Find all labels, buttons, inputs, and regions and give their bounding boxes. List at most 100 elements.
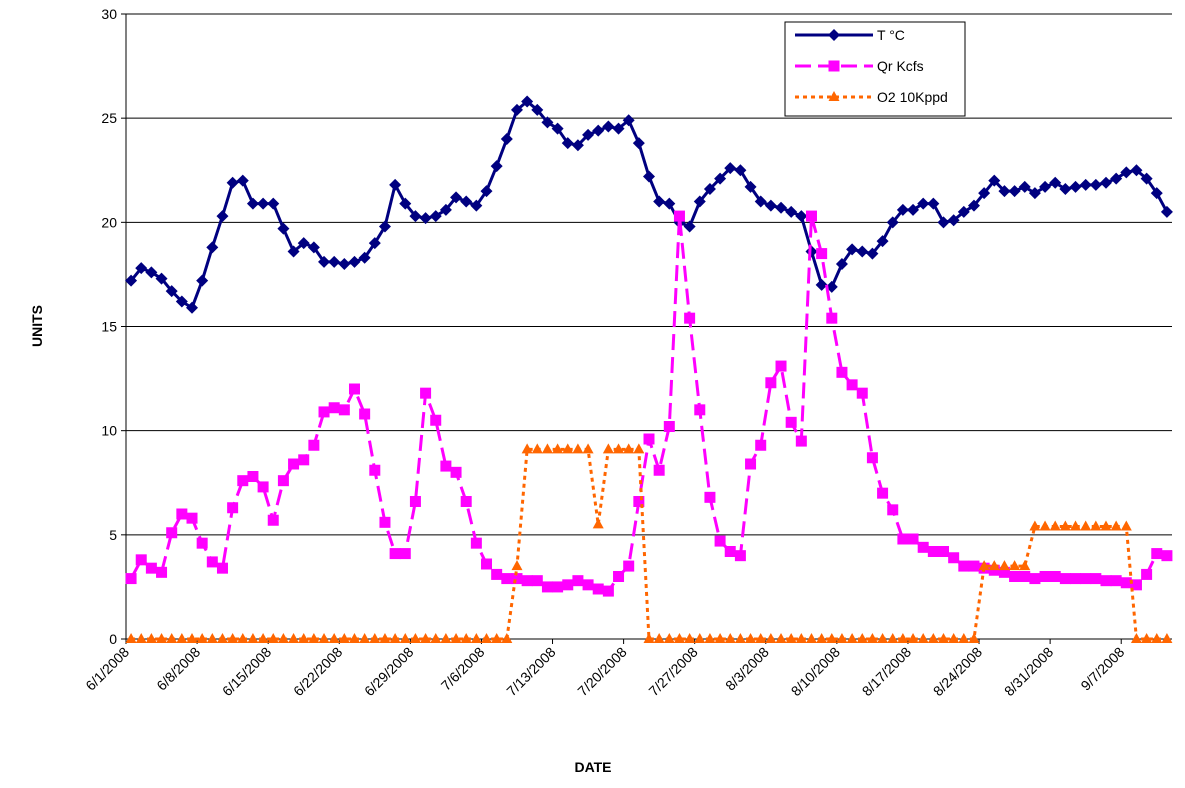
marker — [1100, 520, 1112, 531]
marker — [196, 537, 208, 549]
marker — [988, 564, 1000, 576]
marker — [846, 243, 859, 256]
marker — [978, 187, 991, 200]
marker — [1009, 571, 1021, 582]
marker — [561, 137, 574, 150]
marker — [978, 560, 990, 571]
marker — [683, 220, 696, 233]
marker — [1100, 575, 1112, 587]
marker — [1049, 520, 1061, 531]
marker — [877, 487, 889, 499]
marker — [714, 172, 727, 185]
marker — [257, 481, 269, 493]
marker — [1130, 579, 1142, 591]
marker — [765, 633, 777, 643]
marker — [785, 633, 797, 643]
x-tick-label: 6/22/2008 — [290, 644, 346, 700]
marker — [501, 573, 513, 585]
series — [125, 210, 1173, 597]
y-tick-label: 15 — [101, 319, 117, 335]
marker — [724, 162, 737, 175]
marker — [775, 633, 787, 643]
marker — [460, 496, 472, 507]
marker — [430, 414, 442, 426]
marker — [277, 475, 289, 487]
marker — [907, 203, 920, 216]
marker — [602, 443, 614, 454]
marker — [1029, 573, 1041, 585]
marker — [856, 387, 868, 399]
marker — [795, 210, 808, 223]
marker — [907, 533, 919, 545]
marker — [216, 562, 228, 574]
legend-marker — [828, 91, 840, 101]
legend-box — [784, 21, 966, 117]
marker — [338, 258, 351, 270]
marker — [297, 237, 310, 250]
marker — [307, 241, 320, 254]
marker — [460, 195, 473, 208]
marker — [1019, 560, 1031, 571]
marker — [531, 103, 544, 116]
marker — [734, 164, 747, 177]
marker — [613, 443, 625, 454]
marker — [602, 585, 614, 597]
marker — [643, 433, 655, 445]
marker — [1018, 180, 1031, 193]
x-tick-label: 8/24/2008 — [930, 644, 986, 700]
marker — [156, 633, 168, 643]
marker — [775, 360, 787, 372]
marker — [135, 262, 148, 275]
marker — [755, 633, 767, 643]
marker — [927, 546, 939, 557]
marker — [216, 633, 228, 643]
marker — [643, 170, 655, 183]
marker — [176, 633, 188, 643]
marker — [754, 195, 767, 208]
marker — [582, 443, 594, 454]
marker — [927, 197, 940, 210]
marker — [734, 633, 746, 643]
marker — [277, 633, 289, 643]
marker — [1049, 176, 1062, 189]
marker — [896, 203, 909, 216]
marker — [835, 258, 848, 270]
marker — [572, 575, 584, 587]
marker — [957, 205, 970, 218]
marker — [846, 633, 858, 643]
marker — [368, 237, 381, 250]
marker — [998, 185, 1011, 198]
marker — [480, 185, 493, 198]
marker — [673, 210, 685, 222]
marker — [765, 377, 777, 389]
marker — [917, 541, 929, 553]
marker — [938, 633, 950, 643]
marker — [1150, 187, 1163, 200]
series — [125, 443, 1173, 643]
marker — [897, 633, 909, 643]
marker — [826, 312, 838, 324]
marker — [552, 443, 564, 454]
marker — [582, 128, 595, 141]
marker — [246, 197, 259, 210]
y-tick-label: 25 — [101, 110, 117, 126]
marker — [1130, 633, 1142, 643]
x-tick-label: 9/7/2008 — [1077, 644, 1127, 694]
marker — [237, 475, 249, 487]
marker — [917, 633, 929, 643]
marker — [491, 633, 503, 643]
marker — [420, 387, 432, 399]
marker — [663, 197, 676, 210]
marker — [988, 174, 1001, 187]
marker — [967, 199, 980, 212]
x-axis-title: DATE — [574, 759, 611, 775]
marker — [308, 633, 320, 643]
marker — [1141, 568, 1153, 580]
marker — [1110, 575, 1122, 587]
legend-label: Qr Kcfs — [877, 58, 924, 74]
marker — [1039, 520, 1051, 531]
marker — [816, 248, 828, 260]
marker — [440, 633, 452, 643]
marker — [145, 266, 158, 279]
marker — [236, 174, 249, 187]
